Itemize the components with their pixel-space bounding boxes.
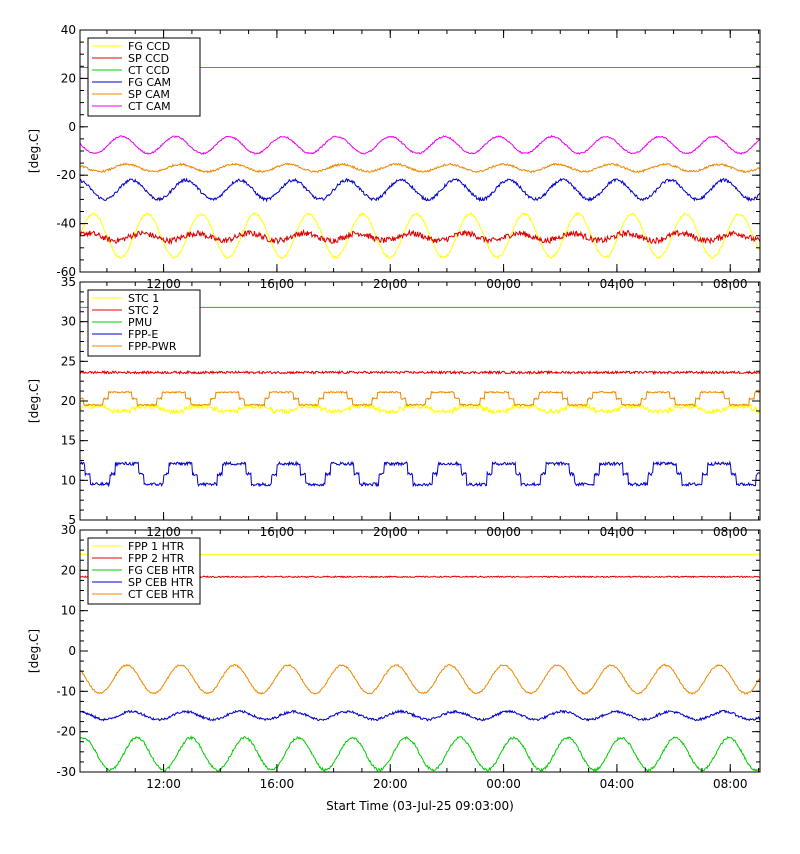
legend-label: FG CCD	[128, 40, 170, 53]
series-line-fpp-e	[80, 460, 760, 488]
y-tick-label: 30	[61, 315, 76, 329]
series-line-fg-cam	[80, 177, 760, 203]
legend-label: STC 2	[128, 304, 159, 317]
chart-panel-3: -30 -20 -10 0 10 20 30 12:00 16:00 20:00 00:00 04:0…	[27, 523, 761, 813]
y-tick-label: 40	[61, 23, 76, 37]
x-tick-label: 12:00	[146, 777, 181, 791]
legend-label: FPP-E	[128, 328, 158, 341]
legend-label: FPP 1 HTR	[128, 540, 185, 553]
y-tick-label: 0	[68, 120, 76, 134]
legend-label: SP CAM	[128, 88, 170, 101]
y-tick-label: 20	[61, 394, 76, 408]
x-axis-label: Start Time (03-Jul-25 09:03:00)	[326, 799, 514, 813]
x-tick-label: 00:00	[486, 777, 521, 791]
series-line-stc-2	[80, 369, 760, 376]
x-tick-label: 16:00	[260, 777, 295, 791]
series-group	[80, 553, 760, 772]
x-tick-label: 08:00	[713, 777, 748, 791]
y-tick-label: -10	[56, 684, 76, 698]
legend-label: FPP-PWR	[128, 340, 177, 353]
y-tick-label: -20	[56, 168, 76, 182]
y-axis-label: [deg.C]	[27, 379, 41, 423]
legend-label: FPP 2 HTR	[128, 552, 185, 565]
series-line-fg-ceb-htr	[80, 735, 760, 772]
legend-label: CT CCD	[128, 64, 170, 77]
y-tick-label: 5	[68, 513, 76, 527]
y-tick-label: -30	[56, 765, 76, 779]
y-tick-label: 10	[61, 473, 76, 487]
series-line-sp-cam	[80, 162, 760, 174]
legend-label: SP CEB HTR	[128, 576, 194, 589]
y-tick-label: 20	[61, 71, 76, 85]
y-tick-label: -40	[56, 217, 76, 231]
y-axis-label: [deg.C]	[27, 129, 41, 173]
legend-box	[87, 537, 201, 605]
y-tick-label: 30	[61, 523, 76, 537]
legend-label: CT CEB HTR	[128, 588, 195, 601]
legend-label: FG CEB HTR	[128, 564, 195, 577]
series-line-sp-ceb-htr	[80, 709, 760, 722]
legend-box	[87, 37, 201, 117]
y-tick-label: -60	[56, 265, 76, 279]
y-tick-label: 35	[61, 275, 76, 289]
y-tick-label: 20	[61, 563, 76, 577]
legend-label: CT CAM	[128, 100, 171, 113]
series-line-stc-1	[80, 402, 760, 416]
series-line-fg-ccd	[80, 211, 760, 261]
y-axis-label: [deg.C]	[27, 629, 41, 673]
series-line-sp-ccd	[80, 228, 760, 245]
legend-label: STC 1	[128, 292, 159, 305]
legend-box	[87, 289, 201, 357]
y-tick-label: 15	[61, 434, 76, 448]
legend-label: SP CCD	[128, 52, 169, 65]
y-tick-label: 25	[61, 354, 76, 368]
x-tick-label: 04:00	[600, 777, 635, 791]
x-tick-label: 20:00	[373, 777, 408, 791]
y-tick-label: 0	[68, 644, 76, 658]
series-line-ct-ceb-htr	[80, 663, 760, 695]
y-tick-label: 10	[61, 604, 76, 618]
series-line-ct-cam	[80, 134, 760, 155]
series-line-fpp-pwr	[80, 390, 760, 407]
legend-label: FG CAM	[128, 76, 171, 89]
y-tick-label: -20	[56, 725, 76, 739]
legend-label: PMU	[128, 316, 152, 329]
